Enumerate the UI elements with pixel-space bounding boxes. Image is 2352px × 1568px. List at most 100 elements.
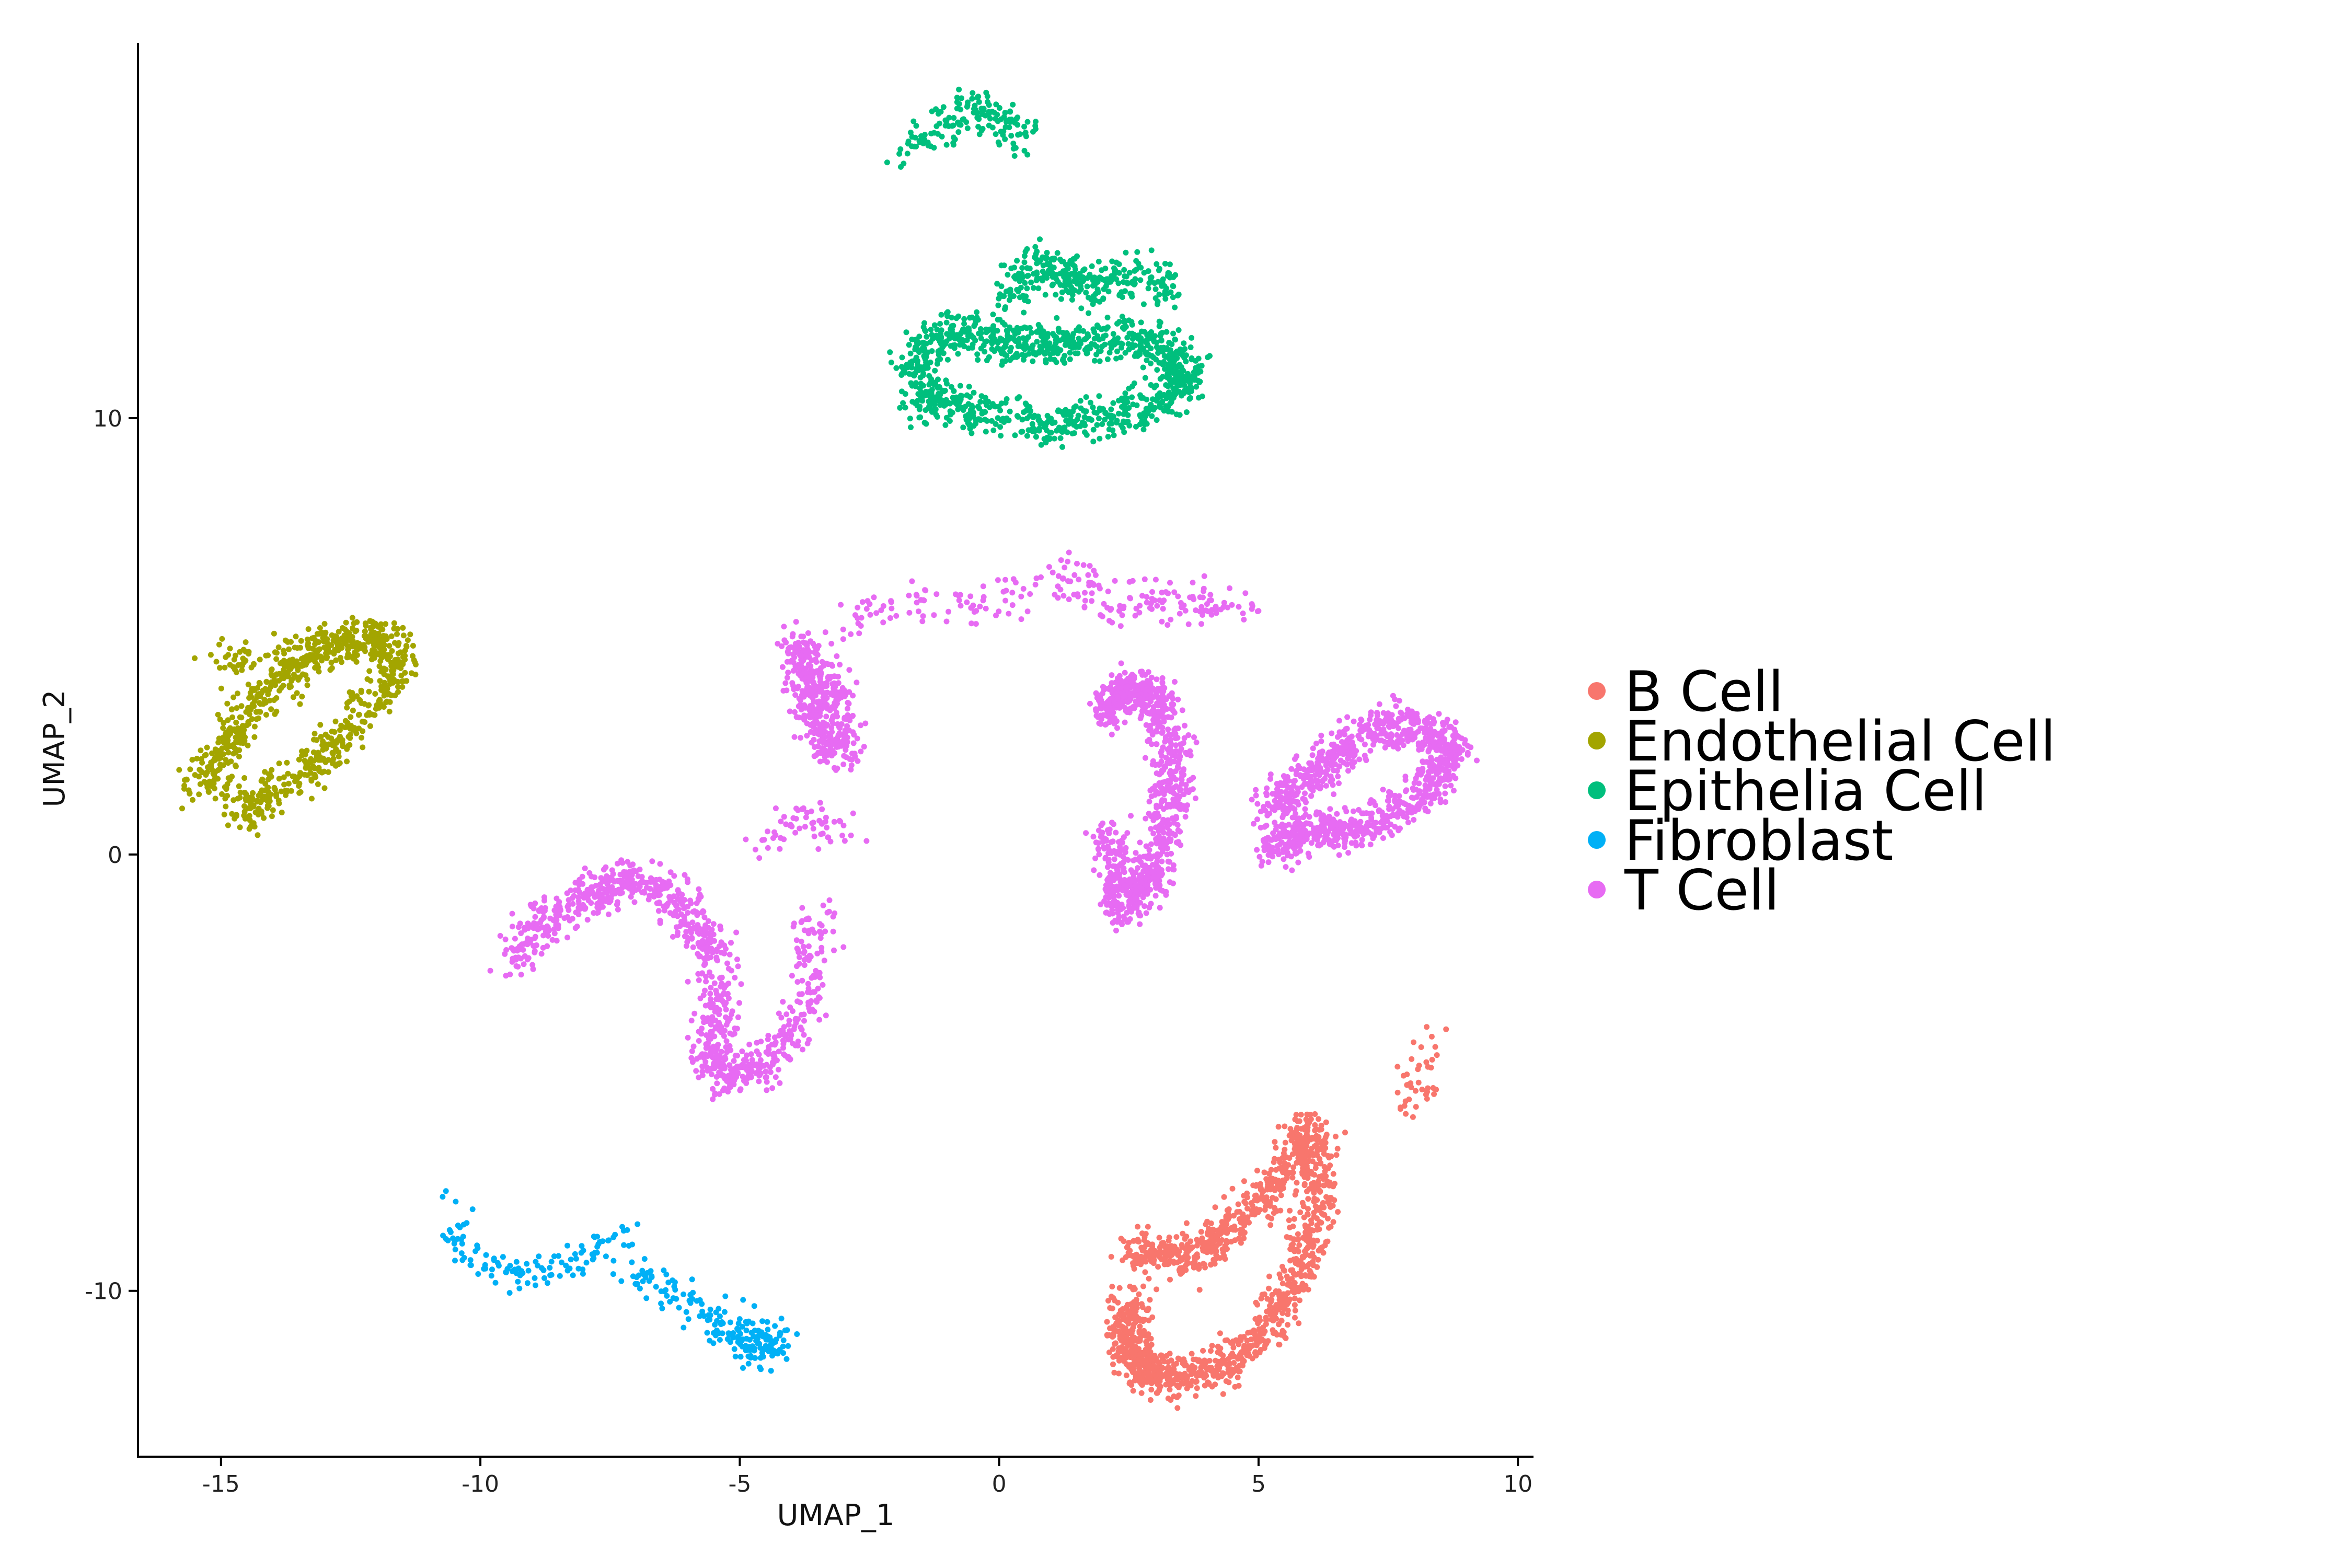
data-point: [1109, 416, 1114, 422]
data-point: [229, 706, 235, 712]
data-point: [1136, 264, 1143, 270]
data-point: [737, 1341, 743, 1347]
data-point: [1253, 1299, 1259, 1306]
data-point: [1281, 1267, 1287, 1273]
data-point: [1031, 350, 1037, 356]
data-point: [1259, 1336, 1265, 1343]
data-point: [919, 398, 926, 404]
data-point: [1161, 291, 1168, 297]
data-point: [867, 612, 873, 618]
data-point: [1251, 1212, 1258, 1218]
data-point: [1313, 1126, 1319, 1132]
data-point: [1081, 420, 1087, 426]
data-point: [1342, 1129, 1348, 1136]
data-point: [1242, 590, 1249, 596]
data-point: [1009, 590, 1016, 596]
data-point: [1316, 1116, 1322, 1122]
data-point: [1124, 281, 1131, 286]
data-point: [830, 713, 836, 719]
data-point: [681, 1292, 687, 1297]
data-point: [938, 312, 944, 318]
data-point: [1142, 576, 1148, 582]
data-point: [845, 706, 850, 712]
data-point: [1043, 254, 1050, 260]
data-point: [276, 800, 282, 806]
series-b-cell: [1104, 1024, 1449, 1411]
data-point: [841, 693, 848, 699]
data-point: [269, 666, 275, 673]
data-point: [610, 1234, 617, 1240]
data-point: [791, 734, 798, 740]
data-point: [381, 671, 387, 677]
data-point: [1144, 599, 1150, 606]
data-point: [969, 620, 975, 627]
data-point: [1138, 328, 1145, 335]
data-point: [344, 705, 350, 711]
data-point: [998, 129, 1004, 135]
data-point: [1022, 280, 1028, 286]
data-point: [1071, 430, 1077, 436]
data-point: [536, 1253, 542, 1260]
data-point: [1159, 399, 1165, 406]
data-point: [315, 781, 321, 787]
data-point: [1201, 585, 1207, 592]
data-point: [819, 659, 825, 665]
data-point: [258, 778, 264, 784]
data-point: [240, 723, 246, 729]
data-point: [410, 643, 416, 649]
data-point: [999, 319, 1006, 326]
data-point: [1218, 1224, 1225, 1230]
data-point: [343, 619, 349, 626]
data-point: [1141, 1328, 1147, 1334]
data-point: [1186, 396, 1193, 402]
data-point: [247, 704, 253, 710]
data-point: [844, 740, 850, 746]
data-point: [1310, 1227, 1316, 1233]
data-point: [351, 639, 357, 645]
data-point: [1096, 393, 1102, 399]
data-point: [928, 402, 934, 408]
data-point: [1067, 350, 1073, 356]
data-point: [371, 643, 377, 650]
data-point: [956, 86, 962, 93]
data-point: [950, 140, 956, 146]
data-point: [1301, 1182, 1308, 1189]
data-point: [1089, 598, 1095, 604]
data-point: [676, 1305, 682, 1311]
data-point: [1144, 1307, 1150, 1313]
data-point: [1145, 285, 1151, 292]
data-point: [1110, 400, 1116, 406]
data-point: [1033, 119, 1039, 125]
data-point: [1315, 1256, 1321, 1263]
data-point: [440, 1194, 446, 1200]
data-point: [836, 695, 842, 701]
data-point: [907, 416, 913, 422]
data-point: [1277, 1275, 1284, 1281]
data-point: [1118, 1236, 1124, 1242]
data-point: [921, 420, 928, 426]
data-point: [1172, 304, 1178, 310]
data-point: [515, 1278, 521, 1285]
data-point: [319, 658, 325, 664]
data-point: [252, 809, 259, 815]
data-point: [305, 762, 311, 768]
data-point: [1285, 1307, 1291, 1313]
data-point: [1144, 357, 1150, 363]
data-point: [1092, 297, 1099, 304]
data-point: [1016, 340, 1022, 347]
data-point: [964, 125, 971, 131]
data-point: [1415, 1079, 1422, 1086]
data-point: [937, 120, 942, 126]
data-point: [1308, 1220, 1315, 1226]
data-point: [943, 377, 949, 384]
data-point: [364, 636, 371, 642]
data-point: [955, 129, 962, 135]
data-point: [1146, 1253, 1152, 1260]
data-point: [1264, 1184, 1271, 1191]
data-point: [183, 776, 190, 782]
data-point: [1098, 348, 1104, 354]
data-point: [1249, 1355, 1255, 1362]
data-point: [1185, 621, 1192, 627]
data-point: [221, 811, 227, 817]
data-point: [236, 736, 242, 742]
